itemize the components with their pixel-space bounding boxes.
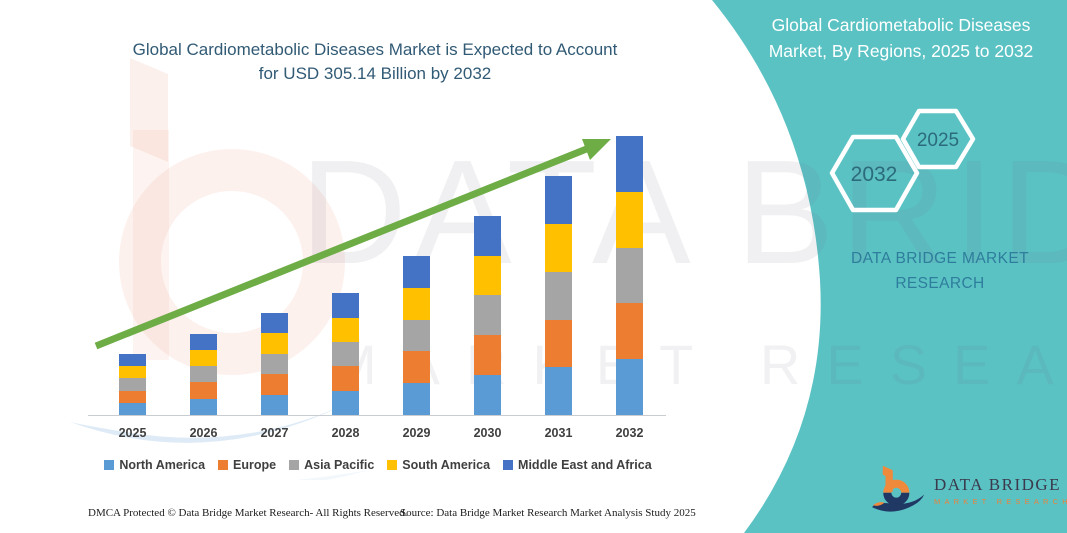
legend-label: South America xyxy=(402,458,491,472)
bar-segment xyxy=(119,378,146,391)
bar-segment xyxy=(616,303,643,360)
b-logo-watermark xyxy=(60,58,370,480)
x-axis-label: 2026 xyxy=(189,426,218,440)
bar-segment xyxy=(474,335,501,376)
page-title-line2: for USD 305.14 Billion by 2032 xyxy=(258,64,492,83)
bar-segment xyxy=(545,319,572,368)
legend-label: Europe xyxy=(233,458,277,472)
x-axis-label: 2025 xyxy=(118,426,147,440)
bar-segment xyxy=(474,375,501,415)
legend-swatch-icon xyxy=(387,460,398,470)
bar-2029 xyxy=(403,255,430,415)
x-axis-label: 2029 xyxy=(402,426,431,440)
watermark-marketresearch-text: MARKET RESEARCH xyxy=(330,333,1067,396)
brand-logo-text: DATA BRIDGE MARKET RESEARCH xyxy=(934,475,1067,506)
banner-title: Global Cardiometabolic Diseases Market, … xyxy=(745,12,1057,64)
bar-segment xyxy=(616,247,643,304)
bar-segment xyxy=(332,293,359,318)
banner-title-line1: Global Cardiometabolic Diseases xyxy=(771,15,1031,35)
bar-segment xyxy=(261,374,288,395)
legend-swatch-icon xyxy=(218,460,229,470)
bar-segment xyxy=(403,255,430,288)
x-axis-label: 2032 xyxy=(615,426,644,440)
hexagon-2025-icon xyxy=(900,108,976,170)
bar-segment xyxy=(403,351,430,384)
bar-segment xyxy=(261,353,288,375)
bar-segment xyxy=(403,383,430,415)
bar-2030 xyxy=(474,215,501,415)
bar-segment xyxy=(332,366,359,391)
legend-item: Asia Pacific xyxy=(289,458,374,472)
bar-segment xyxy=(332,342,359,367)
bar-segment xyxy=(616,359,643,415)
legend-swatch-icon xyxy=(104,460,115,470)
x-axis-label: 2030 xyxy=(473,426,502,440)
legend-label: Asia Pacific xyxy=(304,458,375,472)
bar-segment xyxy=(332,390,359,415)
hexagon-2025-label: 2025 xyxy=(917,130,959,151)
bar-segment xyxy=(474,255,501,296)
x-axis-label: 2027 xyxy=(260,426,289,440)
bar-segment xyxy=(190,398,217,415)
hexagon-2032-label: 2032 xyxy=(851,163,898,186)
bar-segment xyxy=(332,317,359,343)
bar-2025 xyxy=(119,353,146,415)
bar-2032 xyxy=(616,136,643,415)
bar-segment xyxy=(545,224,572,272)
page-title-line1: Global Cardiometabolic Diseases Market i… xyxy=(132,40,618,59)
chart-legend: North America Europe Asia Pacific South Ame… xyxy=(70,455,686,475)
bar-segment xyxy=(119,402,146,415)
x-axis-label: 2031 xyxy=(544,426,573,440)
bar-segment xyxy=(403,319,430,352)
bar-2027 xyxy=(261,312,288,415)
bar-segment xyxy=(545,176,572,225)
bar-segment xyxy=(545,367,572,415)
bar-segment xyxy=(119,353,146,366)
brand-logo: DATA BRIDGE MARKET RESEARCH xyxy=(872,464,1067,516)
legend-swatch-icon xyxy=(503,460,514,470)
bar-segment xyxy=(545,271,572,320)
x-axis-line xyxy=(88,415,666,416)
dbmr-wordmark: DATA BRIDGE MARKET RESEARCH xyxy=(820,246,1060,296)
bar-segment xyxy=(616,136,643,192)
b-logo-icon xyxy=(872,465,925,512)
legend-swatch-icon xyxy=(289,460,300,470)
dbmr-wordmark-line1: DATA BRIDGE MARKET xyxy=(850,250,1029,267)
bar-segment xyxy=(119,366,146,379)
legend-item: North America xyxy=(104,458,205,472)
brand-logo-sub: MARKET RESEARCH xyxy=(934,496,1067,506)
hexagon-badges: 2032 2025 xyxy=(829,108,976,213)
bar-segment xyxy=(474,295,501,336)
bar-segment xyxy=(261,333,288,354)
bar-2028 xyxy=(332,293,359,415)
page-title: Global Cardiometabolic Diseases Market i… xyxy=(80,38,670,86)
bar-segment xyxy=(616,191,643,248)
legend-item: Europe xyxy=(218,458,276,472)
bar-segment xyxy=(190,333,217,350)
hexagon-2032-icon xyxy=(829,134,920,213)
bar-segment xyxy=(403,287,430,320)
banner-title-line2: Market, By Regions, 2025 to 2032 xyxy=(768,41,1034,61)
dbmr-wordmark-line2: RESEARCH xyxy=(895,275,985,292)
x-axis-label: 2028 xyxy=(331,426,360,440)
bar-segment xyxy=(474,215,501,256)
bar-segment xyxy=(261,312,288,334)
stacked-bar-chart xyxy=(88,130,668,415)
bar-2026 xyxy=(190,333,217,415)
legend-item: South America xyxy=(387,458,490,472)
footer-source: Source: Data Bridge Market Research Mark… xyxy=(400,507,696,519)
bar-segment xyxy=(190,366,217,383)
brand-logo-name: DATA BRIDGE xyxy=(934,474,1062,494)
footer-copyright: DMCA Protected © Data Bridge Market Rese… xyxy=(88,507,408,519)
bar-segment xyxy=(190,382,217,399)
legend-item: Middle East and Africa xyxy=(503,458,652,472)
bar-segment xyxy=(190,349,217,367)
bar-segment xyxy=(119,390,146,403)
legend-label: North America xyxy=(119,458,206,472)
legend-label: Middle East and Africa xyxy=(518,458,652,472)
bar-2031 xyxy=(545,176,572,415)
bar-segment xyxy=(261,394,288,415)
